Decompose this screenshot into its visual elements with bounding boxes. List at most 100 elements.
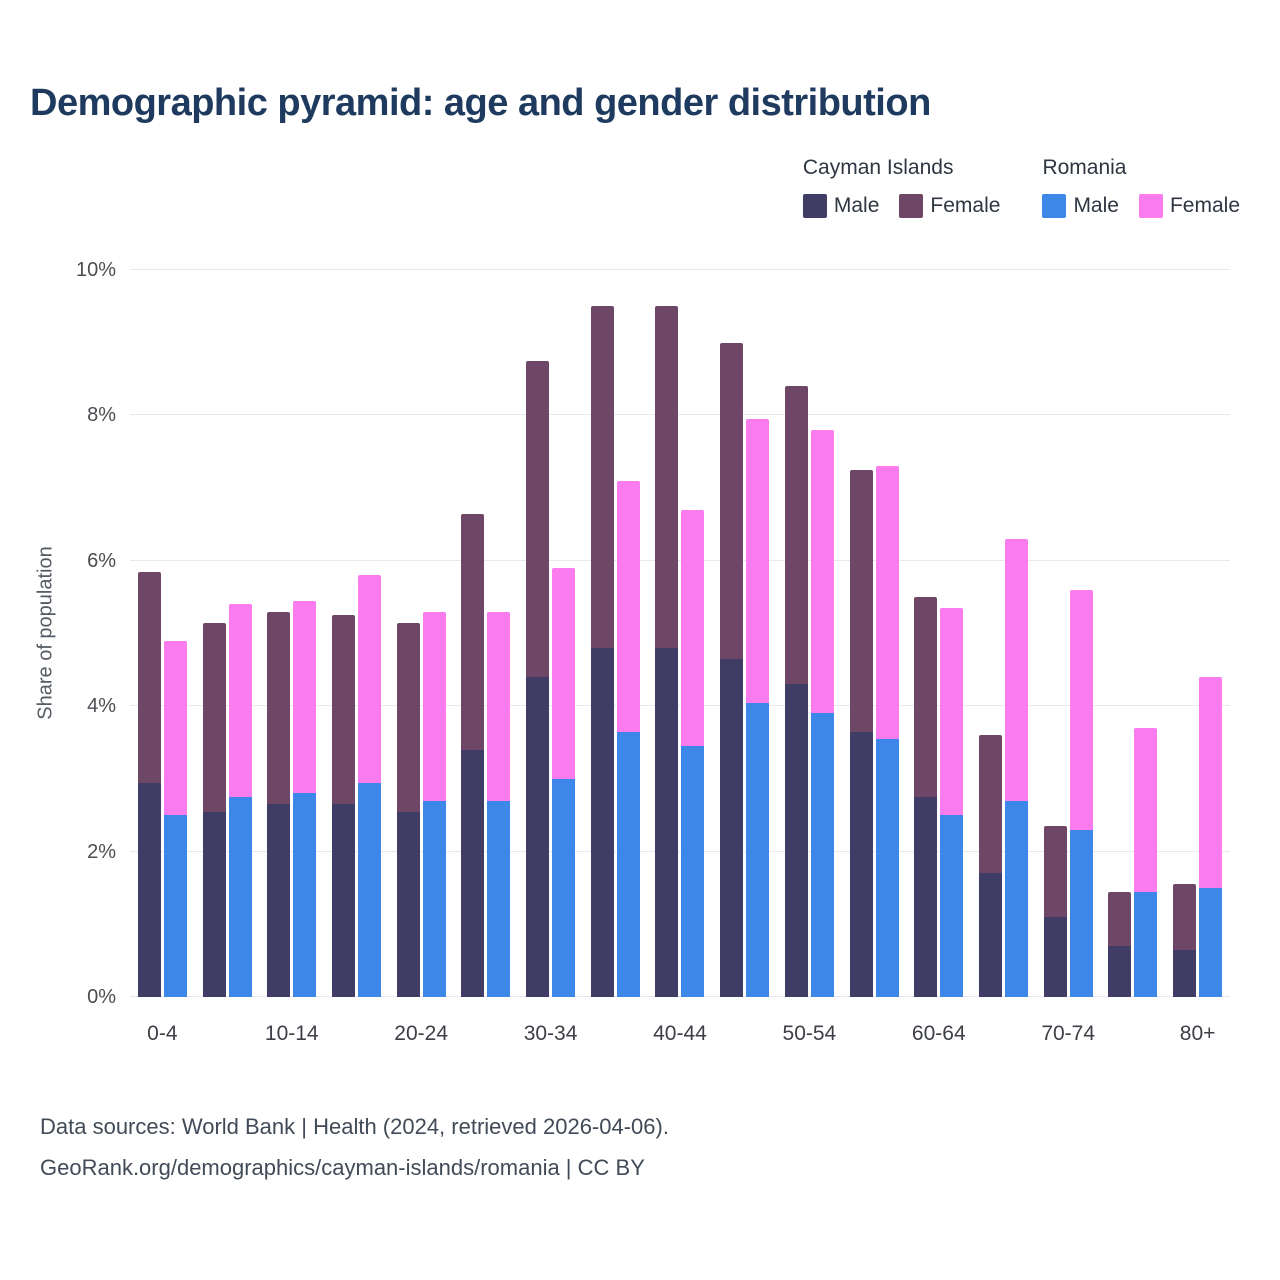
bar-segment-female[interactable]	[978, 735, 1002, 874]
bar-group-55-59	[842, 270, 907, 997]
x-tick-label: 20-24	[394, 1022, 449, 1045]
bar-group-5-9	[195, 270, 260, 997]
bar-segment-male[interactable]	[293, 793, 317, 997]
bar-segment-male[interactable]	[267, 804, 291, 997]
bar-segment-female[interactable]	[487, 611, 511, 801]
bar-segment-male[interactable]	[616, 731, 640, 997]
bar-segment-male[interactable]	[357, 782, 381, 997]
bar-segment-female[interactable]	[940, 608, 964, 816]
bar-segment-female[interactable]	[461, 513, 485, 750]
cayman-islands-bar-5-9	[202, 622, 226, 997]
bar-segment-male[interactable]	[396, 811, 420, 997]
x-tick-label	[712, 1022, 777, 1046]
bar-group-40-44	[648, 270, 713, 997]
romania-bar-40-44	[681, 509, 705, 997]
bar-segment-female[interactable]	[331, 615, 355, 805]
y-tick-label: 2%	[87, 840, 116, 863]
bar-segment-male[interactable]	[1043, 917, 1067, 997]
bar-segment-female[interactable]	[202, 622, 226, 812]
bar-segment-male[interactable]	[1004, 800, 1028, 997]
bar-segment-male[interactable]	[940, 815, 964, 997]
x-axis-tick-labels: 0-4 10-14 20-24 30-34 40-44 50-54 60-64 70-74 80…	[130, 1022, 1230, 1046]
bar-segment-male[interactable]	[202, 811, 226, 997]
bar-segment-female[interactable]	[590, 306, 614, 649]
bar-segment-female[interactable]	[1004, 539, 1028, 801]
y-tick-label: 6%	[87, 549, 116, 572]
bar-segment-male[interactable]	[1199, 887, 1223, 997]
cayman-islands-bar-40-44	[655, 306, 679, 997]
bar-segment-female[interactable]	[681, 509, 705, 747]
bar-segment-female[interactable]	[1043, 826, 1067, 918]
bar-segment-female[interactable]	[137, 571, 161, 783]
x-tick-label	[1101, 1022, 1166, 1046]
legend-swatch	[1138, 194, 1163, 218]
bar-segment-male[interactable]	[810, 713, 834, 997]
bar-segment-female[interactable]	[422, 611, 446, 801]
bar-segment-male[interactable]	[720, 658, 744, 997]
bar-segment-male[interactable]	[163, 815, 187, 997]
bar-segment-male[interactable]	[914, 797, 938, 997]
bar-segment-male[interactable]	[461, 749, 485, 997]
bar-segment-male[interactable]	[331, 804, 355, 997]
bar-segment-female[interactable]	[552, 568, 576, 779]
bar-segment-male[interactable]	[590, 648, 614, 997]
legend-item-romania-female[interactable]: Female	[1138, 194, 1240, 218]
gridline	[130, 414, 1230, 416]
plot-area	[130, 269, 1230, 997]
bar-segment-female[interactable]	[1199, 677, 1223, 888]
bar-segment-female[interactable]	[1173, 884, 1197, 950]
bar-segment-male[interactable]	[526, 677, 550, 997]
bar-segment-male[interactable]	[228, 797, 252, 997]
bar-segment-female[interactable]	[875, 466, 899, 739]
gridline	[130, 850, 1230, 852]
bar-group-30-34	[518, 270, 583, 997]
legend-group-romania: Romania Male Female	[1042, 156, 1240, 218]
bar-segment-female[interactable]	[616, 480, 640, 732]
bar-segment-female[interactable]	[746, 419, 770, 703]
bar-segment-female[interactable]	[293, 600, 317, 794]
bar-segment-female[interactable]	[228, 604, 252, 798]
x-tick-label	[324, 1022, 389, 1046]
bar-segment-female[interactable]	[1134, 728, 1158, 892]
bar-segment-male[interactable]	[681, 746, 705, 997]
bar-segment-male[interactable]	[978, 873, 1002, 997]
bar-segment-male[interactable]	[1069, 829, 1093, 997]
bar-segment-male[interactable]	[1108, 946, 1132, 997]
bar-group-20-24	[389, 270, 454, 997]
bar-segment-male[interactable]	[746, 702, 770, 997]
bar-segment-female[interactable]	[655, 306, 679, 649]
bar-segment-male[interactable]	[875, 738, 899, 997]
footer-attribution: GeoRank.org/demographics/cayman-islands/…	[40, 1155, 645, 1180]
legend-group-title: Cayman Islands	[802, 156, 954, 179]
bar-segment-male[interactable]	[552, 778, 576, 997]
bar-segment-female[interactable]	[914, 597, 938, 798]
bar-segment-female[interactable]	[163, 640, 187, 816]
bar-segment-male[interactable]	[784, 684, 808, 997]
bar-segment-male[interactable]	[1173, 949, 1197, 997]
gridline	[130, 996, 1230, 997]
legend-item-romania-male[interactable]: Male	[1042, 194, 1119, 218]
bar-segment-female[interactable]	[1069, 589, 1093, 830]
bar-segment-female[interactable]	[1108, 891, 1132, 947]
bar-segment-male[interactable]	[422, 800, 446, 997]
bar-segment-female[interactable]	[810, 429, 834, 714]
bar-group-75-79	[1101, 270, 1166, 997]
bar-segment-female[interactable]	[357, 575, 381, 783]
bar-segment-male[interactable]	[655, 648, 679, 997]
y-tick-label: 8%	[87, 404, 116, 427]
cayman-islands-bar-15-19	[331, 615, 355, 997]
bar-segment-female[interactable]	[396, 622, 420, 812]
bar-segment-female[interactable]	[526, 360, 550, 678]
gridline	[130, 559, 1230, 561]
bar-segment-male[interactable]	[1134, 891, 1158, 997]
bar-segment-male[interactable]	[487, 800, 511, 997]
bar-segment-male[interactable]	[849, 731, 873, 997]
legend-item-cayman-islands-male[interactable]: Male	[802, 194, 879, 218]
bar-segment-male[interactable]	[137, 782, 161, 997]
bar-segment-female[interactable]	[720, 342, 744, 659]
legend-item-cayman-islands-female[interactable]: Female	[899, 194, 1000, 218]
y-tick-label: 4%	[87, 695, 116, 718]
bar-segment-female[interactable]	[784, 386, 808, 685]
bar-segment-female[interactable]	[849, 469, 873, 732]
bar-segment-female[interactable]	[267, 611, 291, 805]
